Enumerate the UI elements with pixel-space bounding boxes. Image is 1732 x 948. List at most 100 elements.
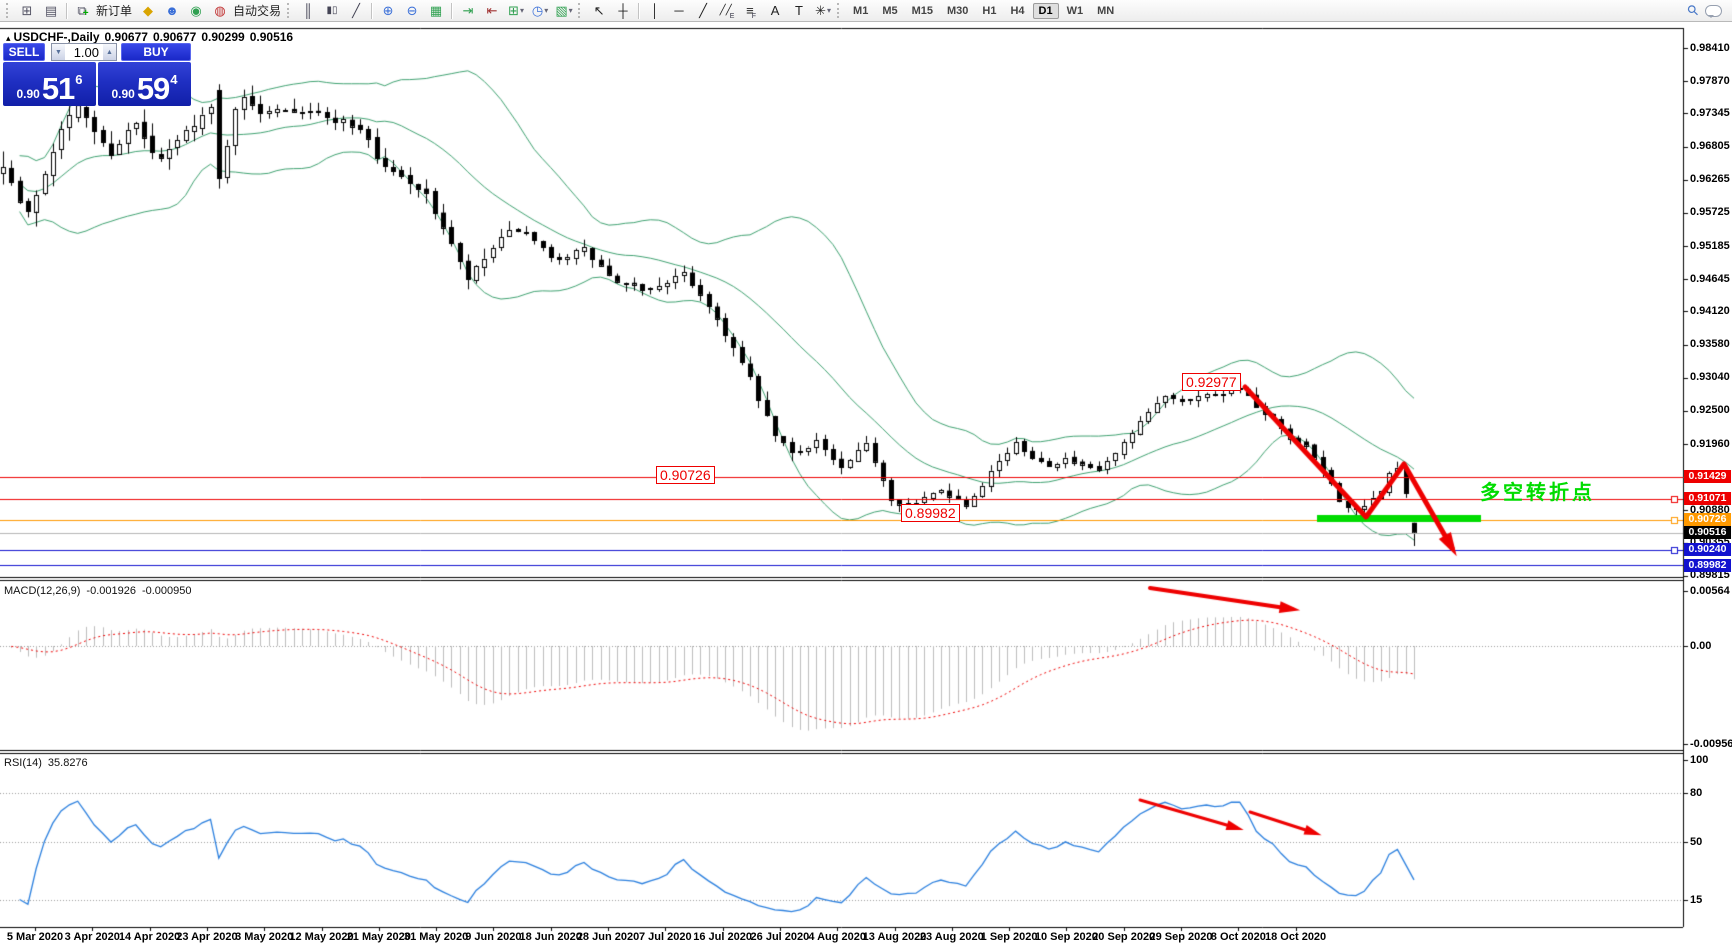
new-window-icon[interactable]: ⊞ ▾ (508, 2, 524, 18)
cursor-icon[interactable]: ↖ (593, 2, 605, 18)
time-axis-label: 29 Sep 2020 (1149, 931, 1213, 943)
price-axis-tick: 0.95185 (1690, 239, 1730, 252)
chart-overlays: 0.98410 0.97870 0.97345 0.96805 0.96265 0.957… (0, 23, 1732, 948)
sell-price-pips: 51 (41, 70, 75, 106)
buy-button[interactable]: BUY (121, 43, 191, 61)
price-chart-canvas[interactable] (0, 23, 1732, 948)
volume-input[interactable] (65, 44, 103, 60)
price-level-flag: 0.91429 (1684, 470, 1731, 484)
price-annotation[interactable]: 0.92977 (1182, 373, 1241, 391)
chart-window: ▴ USDCHF-,Daily 0.90677 0.90677 0.90299 0.905… (0, 23, 1732, 948)
horizontal-line-icon[interactable]: ─ (674, 3, 684, 18)
price-axis-tick: 0.89815 (1690, 569, 1730, 582)
price-axis-tick: 0.93040 (1690, 371, 1730, 384)
sell-price-prefix: 0.90 (16, 86, 40, 101)
candle-chart-type-icon[interactable]: ▮▯ (326, 5, 338, 16)
fibonacci-icon[interactable]: ≡ F (746, 3, 756, 20)
time-axis-label: 26 Jul 2020 (750, 931, 810, 943)
ohlc-close: 0.90516 (249, 30, 294, 44)
toolbar-grip[interactable] (837, 3, 842, 18)
line-chart-type-icon[interactable]: ╱ (352, 2, 360, 18)
equidistant-channel-icon[interactable]: ╱╱ E (719, 5, 735, 20)
price-axis-tick: 0.93580 (1690, 338, 1730, 351)
new-chart-icon[interactable]: ⊞ (21, 2, 33, 18)
timeframe-mn-button[interactable]: MN (1097, 4, 1115, 17)
rsi-name: RSI(14) (4, 757, 42, 769)
price-axis-tick: 0.97870 (1690, 74, 1730, 87)
time-axis-label: 4 Aug 2020 (808, 931, 867, 943)
macd-axis-tick: 0.00 (1690, 639, 1712, 652)
toolbar-separator (371, 2, 374, 19)
toolbar-separator (451, 2, 454, 19)
time-axis-label: 16 Jul 2020 (693, 931, 752, 943)
auto-scroll-icon[interactable]: ⇥ (462, 2, 474, 18)
timeframe-m1-button[interactable]: M1 (853, 4, 869, 17)
volume-decrease-button[interactable]: ▼ (52, 44, 65, 60)
buy-price-prefix: 0.90 (111, 86, 135, 101)
chart-shift-icon[interactable]: ⇤ (486, 2, 498, 18)
search-icon[interactable]: ⚲ (1683, 0, 1702, 20)
price-axis-tick: 0.96805 (1690, 140, 1730, 153)
chat-icon[interactable] (1705, 4, 1722, 18)
toolbar-grip[interactable] (287, 3, 292, 18)
time-axis-label: 12 May 2020 (289, 931, 354, 943)
toolbar-grip[interactable] (6, 3, 11, 18)
text-icon[interactable]: A (770, 3, 780, 18)
sell-button[interactable]: SELL (3, 43, 45, 61)
time-axis-label: 18 Oct 2020 (1265, 931, 1327, 943)
toolbar-grip[interactable] (578, 3, 583, 18)
time-axis-label: 23 Aug 2020 (919, 931, 984, 943)
signals-icon[interactable]: ◉ (190, 2, 202, 18)
time-axis-label: 9 Jun 2020 (465, 931, 522, 943)
text-label-icon[interactable]: T (795, 3, 803, 18)
volume-increase-button[interactable]: ▲ (103, 44, 116, 60)
time-axis-label: 3 May 2020 (235, 931, 294, 943)
timeframe-w1-button[interactable]: W1 (1066, 4, 1084, 17)
zoom-in-icon[interactable]: ⊕ (382, 2, 394, 18)
sell-price-display[interactable]: 0.90 51 6 (3, 62, 96, 106)
ohlc-open: 0.90677 (104, 30, 148, 44)
profiles-icon[interactable]: ▤ (44, 2, 58, 18)
arrows-icon[interactable]: ✳ ▾ (815, 2, 831, 18)
bull-bear-turning-point-note[interactable]: 多空转折点 (1480, 482, 1595, 504)
tile-windows-icon[interactable]: ▦ (429, 2, 443, 18)
timeframe-m30-button[interactable]: M30 (947, 4, 969, 17)
trendline-icon[interactable]: ╱ (699, 2, 707, 18)
rsi-axis-tick: 15 (1690, 893, 1703, 906)
metaeditor-icon[interactable]: ◆ (143, 2, 154, 18)
timeframe-m5-button[interactable]: M5 (882, 4, 898, 17)
time-axis-label: 21 May 2020 (346, 931, 411, 943)
rsi-axis-tick: 50 (1690, 835, 1703, 848)
bar-chart-type-icon[interactable]: ║ (303, 3, 313, 18)
autotrading-icon[interactable]: ◍ (214, 2, 226, 18)
community-icon[interactable]: ☻ (165, 3, 179, 18)
sell-price-pipette: 6 (75, 72, 83, 87)
timeframe-m15-button[interactable]: M15 (911, 4, 933, 17)
new-order-icon[interactable]: ⧉ + (77, 2, 89, 20)
timeframe-h4-button[interactable]: H4 (1010, 4, 1025, 17)
periods-icon[interactable]: ◷ ▾ (531, 2, 549, 18)
vertical-line-icon[interactable]: │ (650, 3, 660, 18)
rsi-indicator-label: RSI(14) 35.8276 (4, 757, 94, 769)
timeframe-h1-button[interactable]: H1 (982, 4, 997, 17)
price-level-flag: 0.90240 (1684, 543, 1731, 557)
main-toolbar: ⊞ ▤ ⧉ + 新订单 ◆ ☻ ◉ ◍ 自动交易 ║ ▮▯ ╱ ⊕ ⊖ ▦ ⇥ ⇤ ⊞ ▾ ◷ ▾ ▧ ▾ ↖ ┼ │ ─ ╱ ╱╱ E ≡ F… (0, 0, 1732, 22)
autotrading-label[interactable]: 自动交易 (233, 4, 282, 18)
ohlc-low: 0.90299 (201, 30, 245, 44)
price-level-flag: 0.90726 (1684, 513, 1731, 527)
timeframe-d1-button[interactable]: D1 (1032, 2, 1059, 19)
indicators-icon[interactable]: ▧ ▾ (555, 2, 573, 18)
price-annotation[interactable]: 0.90726 (656, 466, 715, 484)
buy-price-display[interactable]: 0.90 59 4 (98, 62, 191, 106)
new-order-label[interactable]: 新订单 (96, 4, 133, 18)
time-axis-label: 14 Apr 2020 (118, 931, 181, 943)
rsi-axis-tick: 80 (1690, 786, 1703, 799)
volume-stepper: ▼ ▲ (51, 43, 117, 61)
rsi-axis-tick: 100 (1690, 753, 1709, 766)
time-axis-label: 28 Jun 2020 (576, 931, 640, 943)
crosshair-icon[interactable]: ┼ (618, 3, 628, 18)
time-axis-label: 8 Oct 2020 (1210, 931, 1266, 943)
price-annotation[interactable]: 0.89982 (901, 504, 960, 522)
zoom-out-icon[interactable]: ⊖ (406, 2, 418, 18)
one-click-collapse-icon[interactable]: ▴ (6, 33, 11, 43)
